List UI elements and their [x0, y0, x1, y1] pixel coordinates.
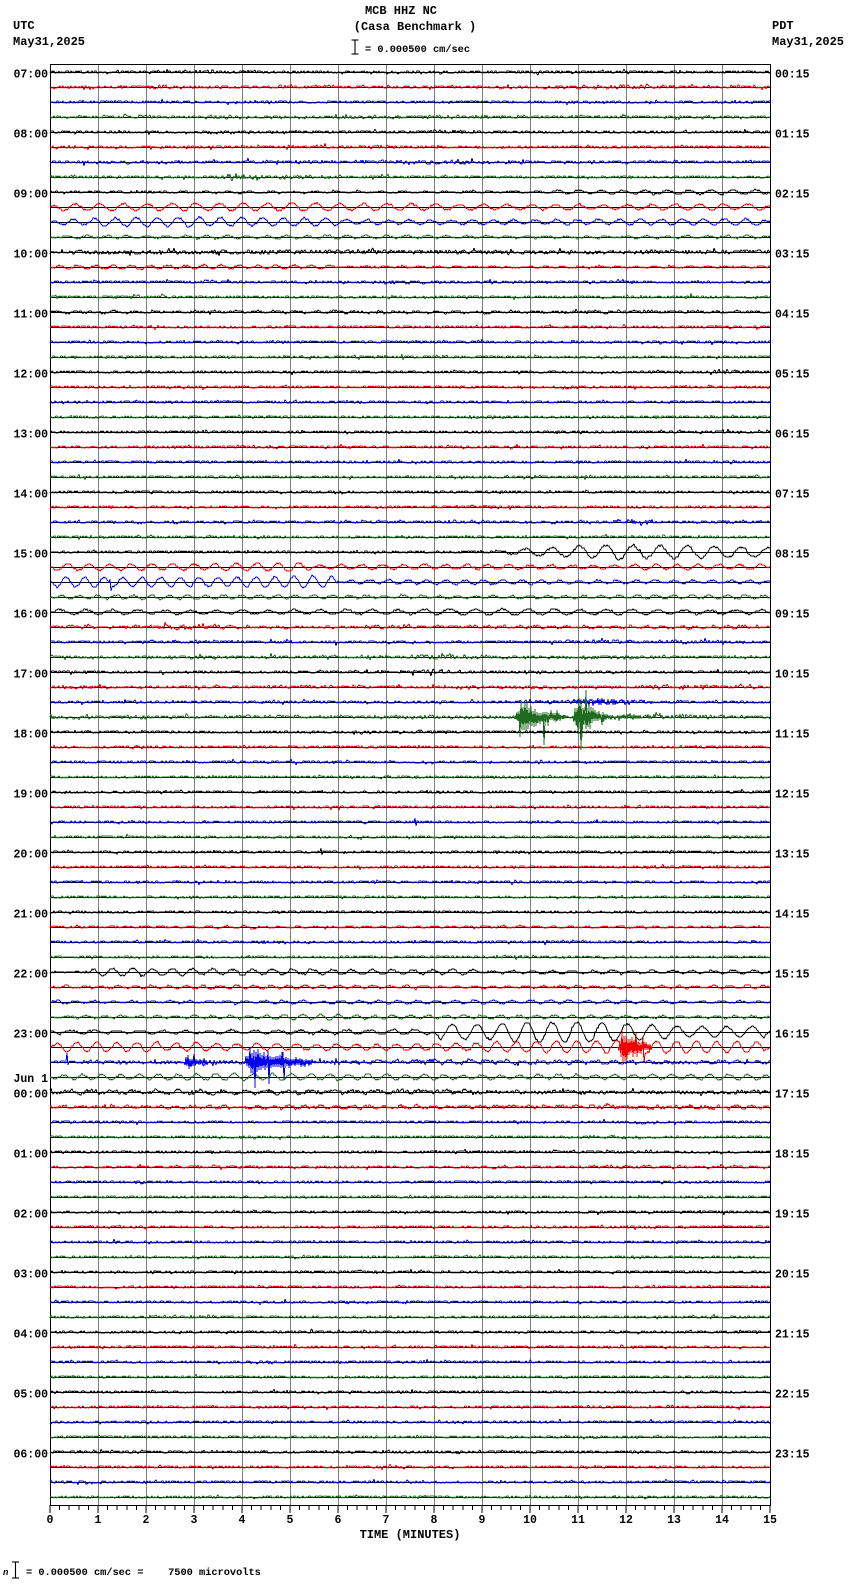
svg-text:8: 8 [431, 1514, 438, 1527]
svg-text:UTC: UTC [13, 19, 35, 33]
svg-text:14: 14 [715, 1514, 729, 1527]
svg-text:22:15: 22:15 [775, 1389, 810, 1402]
svg-text:14:15: 14:15 [775, 909, 810, 922]
svg-text:13:15: 13:15 [775, 849, 810, 862]
svg-text:4: 4 [239, 1514, 246, 1527]
svg-text:5: 5 [287, 1514, 294, 1527]
svg-text:21:15: 21:15 [775, 1329, 810, 1342]
svg-text:23:00: 23:00 [13, 1029, 48, 1042]
svg-text:05:15: 05:15 [775, 369, 810, 382]
svg-text:07:15: 07:15 [775, 489, 810, 502]
svg-text:06:00: 06:00 [13, 1449, 48, 1462]
svg-text:07:00: 07:00 [13, 69, 48, 82]
svg-text:08:00: 08:00 [13, 129, 48, 142]
svg-text:16:15: 16:15 [775, 1029, 810, 1042]
svg-text:09:00: 09:00 [13, 189, 48, 202]
svg-text:03:15: 03:15 [775, 249, 810, 262]
svg-text:Jun 1: Jun 1 [13, 1073, 48, 1086]
svg-text:18:15: 18:15 [775, 1149, 810, 1162]
svg-text:(Casa Benchmark ): (Casa Benchmark ) [354, 20, 476, 34]
svg-text:1: 1 [95, 1514, 102, 1527]
svg-text:15:00: 15:00 [13, 549, 48, 562]
svg-text:12:15: 12:15 [775, 789, 810, 802]
svg-text:00:15: 00:15 [775, 69, 810, 82]
svg-text:03:00: 03:00 [13, 1269, 48, 1282]
svg-text:May31,2025: May31,2025 [13, 35, 85, 49]
svg-text:0: 0 [47, 1514, 54, 1527]
svg-text:2: 2 [143, 1514, 150, 1527]
svg-text:May31,2025: May31,2025 [772, 35, 844, 49]
svg-text:01:15: 01:15 [775, 129, 810, 142]
svg-text:n: n [3, 1568, 9, 1578]
svg-text:13:00: 13:00 [13, 429, 48, 442]
svg-text:17:15: 17:15 [775, 1089, 810, 1102]
svg-text:23:15: 23:15 [775, 1449, 810, 1462]
svg-text:= 0.000500 cm/sec = 7500 mi: = 0.000500 cm/sec = 7500 microvolts [26, 1567, 261, 1579]
svg-text:14:00: 14:00 [13, 489, 48, 502]
svg-text:01:00: 01:00 [13, 1149, 48, 1162]
svg-text:04:00: 04:00 [13, 1329, 48, 1342]
svg-text:18:00: 18:00 [13, 729, 48, 742]
svg-text:16:00: 16:00 [13, 609, 48, 622]
svg-text:00:00: 00:00 [13, 1089, 48, 1102]
svg-text:15:15: 15:15 [775, 969, 810, 982]
svg-text:20:00: 20:00 [13, 849, 48, 862]
svg-text:7: 7 [383, 1514, 390, 1527]
svg-text:15: 15 [763, 1514, 777, 1527]
svg-text:19:00: 19:00 [13, 789, 48, 802]
svg-text:MCB HHZ NC: MCB HHZ NC [365, 4, 437, 18]
svg-text:02:00: 02:00 [13, 1209, 48, 1222]
svg-text:20:15: 20:15 [775, 1269, 810, 1282]
svg-text:22:00: 22:00 [13, 969, 48, 982]
svg-text:11:15: 11:15 [775, 729, 810, 742]
svg-text:PDT: PDT [772, 19, 794, 33]
svg-text:10:00: 10:00 [13, 249, 48, 262]
svg-text:TIME (MINUTES): TIME (MINUTES) [360, 1528, 461, 1542]
svg-text:06:15: 06:15 [775, 429, 810, 442]
svg-text:10:15: 10:15 [775, 669, 810, 682]
svg-text:12: 12 [619, 1514, 633, 1527]
svg-text:13: 13 [667, 1514, 681, 1527]
svg-text:11:00: 11:00 [13, 309, 48, 322]
svg-text:11: 11 [571, 1514, 585, 1527]
svg-text:3: 3 [191, 1514, 198, 1527]
svg-text:9: 9 [479, 1514, 486, 1527]
svg-text:04:15: 04:15 [775, 309, 810, 322]
svg-text:19:15: 19:15 [775, 1209, 810, 1222]
svg-text:09:15: 09:15 [775, 609, 810, 622]
svg-text:05:00: 05:00 [13, 1389, 48, 1402]
svg-text:08:15: 08:15 [775, 549, 810, 562]
svg-text:6: 6 [335, 1514, 342, 1527]
svg-text:17:00: 17:00 [13, 669, 48, 682]
svg-text:12:00: 12:00 [13, 369, 48, 382]
svg-text:21:00: 21:00 [13, 909, 48, 922]
svg-text:= 0.000500 cm/sec: = 0.000500 cm/sec [365, 44, 470, 56]
svg-text:10: 10 [523, 1514, 537, 1527]
svg-text:02:15: 02:15 [775, 189, 810, 202]
